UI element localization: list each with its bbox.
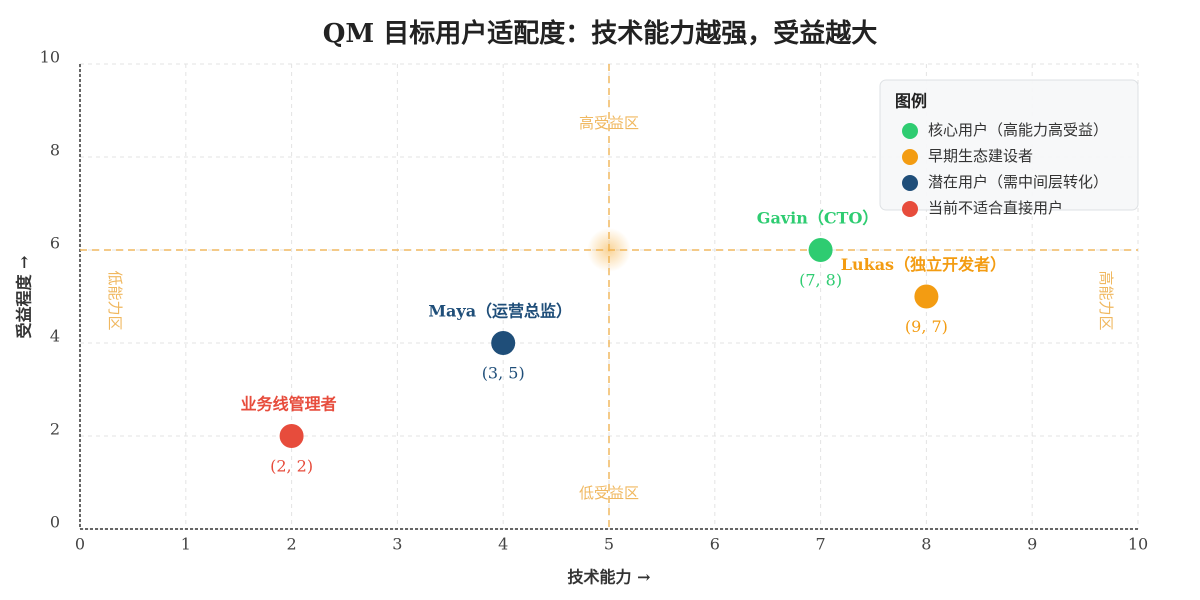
x-tick-label: 10	[1128, 535, 1148, 554]
legend-label: 核心用户（高能力高受益）	[928, 121, 1108, 139]
point-annotation: (9, 7)	[905, 317, 948, 336]
x-axis-label: 技术能力 →	[568, 568, 651, 587]
point-label: Lukas（独立开发者）	[841, 255, 1006, 274]
x-tick-label: 2	[287, 535, 297, 554]
y-tick-label: 4	[50, 327, 60, 346]
point-annotation: (3, 5)	[482, 364, 525, 383]
y-tick-label: 2	[50, 420, 60, 439]
legend-marker	[902, 123, 918, 139]
quadrant-label: 高能力区	[1097, 270, 1115, 330]
quadrant-label: 低能力区	[106, 270, 124, 330]
x-tick-label: 1	[181, 535, 191, 554]
chart-title: QM 目标用户适配度：技术能力越强，受益越大	[323, 18, 877, 49]
point-label: Gavin（CTO）	[757, 209, 879, 228]
quadrant-label: 低受益区	[579, 484, 639, 502]
point	[491, 331, 516, 355]
legend-label: 潜在用户（需中间层转化）	[928, 173, 1108, 191]
point	[808, 238, 833, 262]
point	[279, 424, 304, 448]
legend-title: 图例	[895, 92, 927, 111]
x-tick-label: 5	[604, 535, 614, 554]
x-tick-label: 8	[921, 535, 931, 554]
x-tick-label: 9	[1027, 535, 1037, 554]
y-tick-label: 8	[50, 141, 60, 160]
legend-marker	[902, 201, 918, 217]
quadrant-label: 高受益区	[579, 114, 639, 132]
legend-label: 当前不适合直接用户	[928, 199, 1063, 217]
point-annotation: (7, 8)	[799, 271, 842, 290]
x-tick-label: 4	[498, 535, 508, 554]
point-label: 业务线管理者	[241, 395, 337, 414]
y-tick-label: 6	[50, 234, 60, 253]
legend-box	[879, 79, 1139, 211]
x-tick-label: 3	[392, 535, 402, 554]
y-tick-label: 0	[50, 513, 60, 532]
y-tick-label: 10	[40, 48, 60, 67]
x-tick-label: 7	[816, 535, 826, 554]
x-tick-label: 0	[75, 535, 85, 554]
point-annotation: (2, 2)	[270, 457, 313, 476]
point	[914, 284, 939, 309]
legend-marker	[902, 175, 918, 191]
threshold-glow	[587, 228, 631, 272]
x-tick-label: 6	[710, 535, 720, 554]
y-axis-label: 受益程度 →	[15, 256, 34, 339]
legend-marker	[902, 149, 918, 165]
legend-label: 早期生态建设者	[928, 147, 1033, 165]
point-label: Maya（运营总监）	[428, 302, 572, 321]
